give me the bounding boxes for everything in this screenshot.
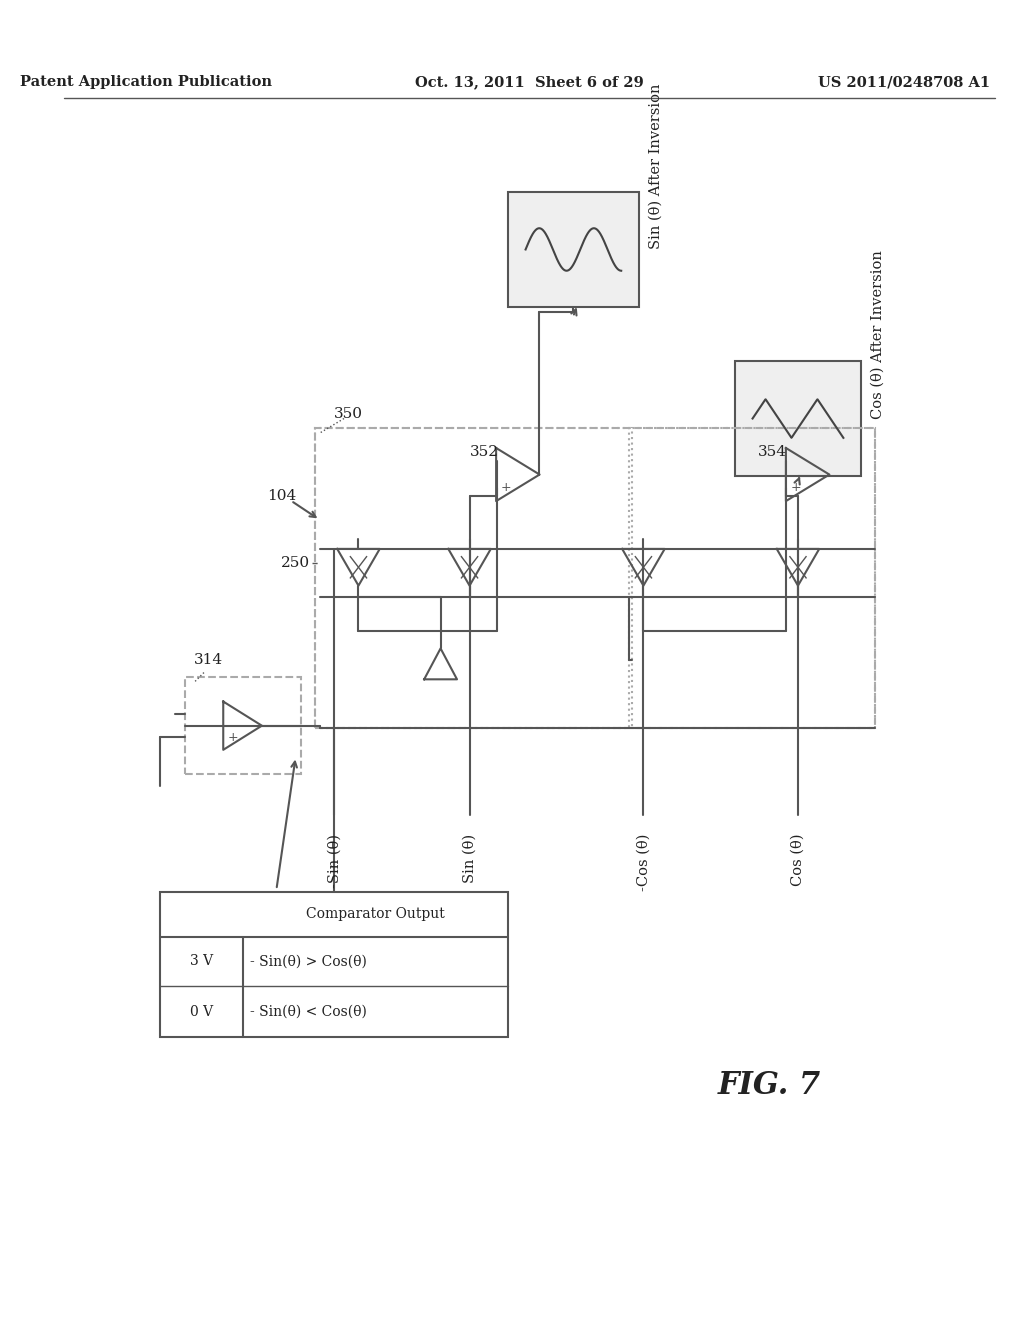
Text: 3 V: 3 V (189, 954, 213, 969)
Text: +: + (791, 482, 801, 494)
Bar (632, 428, 876, 727)
Bar (161, 892, 508, 1036)
Text: -Cos (θ): -Cos (θ) (637, 834, 650, 891)
Text: 352: 352 (470, 445, 499, 459)
Bar (735, 360, 861, 477)
Bar (315, 428, 629, 727)
Text: - Sin(θ) > Cos(θ): - Sin(θ) > Cos(θ) (250, 954, 368, 969)
Text: 0 V: 0 V (189, 1005, 213, 1019)
Text: 314: 314 (195, 653, 223, 667)
Text: +: + (501, 482, 511, 494)
Text: FIG. 7: FIG. 7 (718, 1069, 820, 1101)
Text: -Sin (θ): -Sin (θ) (328, 834, 341, 888)
Bar (508, 191, 639, 308)
Text: Cos (θ): Cos (θ) (791, 834, 805, 886)
Text: US 2011/0248708 A1: US 2011/0248708 A1 (818, 75, 990, 90)
Text: Comparator Output: Comparator Output (306, 907, 444, 921)
Text: Sin (θ): Sin (θ) (463, 834, 476, 883)
Text: Cos (θ) After Inversion: Cos (θ) After Inversion (871, 249, 885, 418)
Text: Patent Application Publication: Patent Application Publication (20, 75, 272, 90)
Bar (315, 428, 876, 727)
Text: 354: 354 (758, 445, 786, 459)
Bar (184, 677, 300, 774)
Text: 104: 104 (266, 488, 296, 503)
Text: 350: 350 (334, 407, 364, 421)
Text: - Sin(θ) < Cos(θ): - Sin(θ) < Cos(θ) (250, 1005, 368, 1019)
Text: Sin (θ) After Inversion: Sin (θ) After Inversion (649, 84, 663, 249)
Text: Oct. 13, 2011  Sheet 6 of 29: Oct. 13, 2011 Sheet 6 of 29 (415, 75, 644, 90)
Text: 250: 250 (281, 557, 310, 570)
Text: +: + (227, 731, 239, 744)
